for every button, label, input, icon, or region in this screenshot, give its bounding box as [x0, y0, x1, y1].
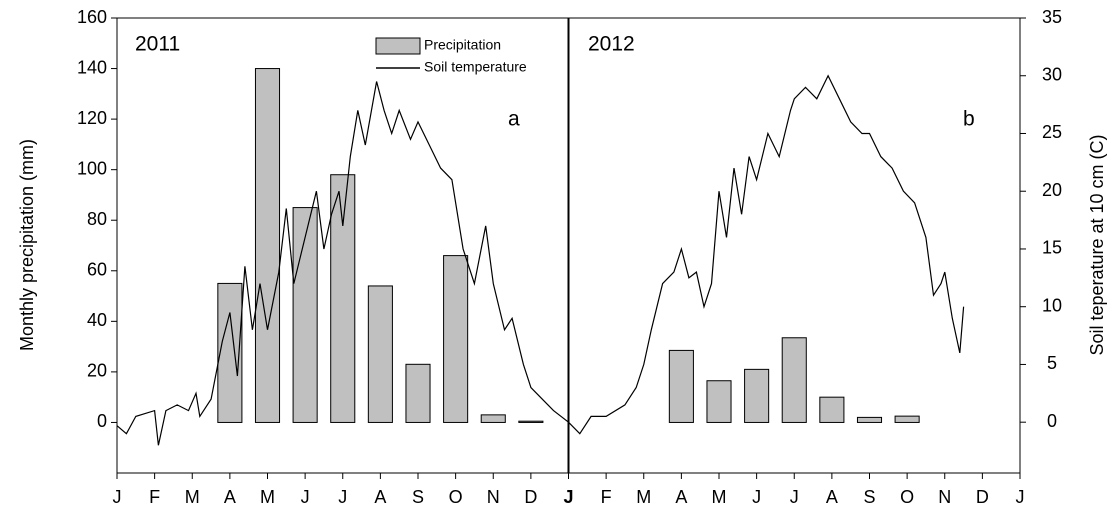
y2-tick-label: 0 — [1047, 411, 1057, 431]
bar — [254, 68, 281, 423]
x-tick-label: A — [374, 487, 386, 507]
x-tick-label: S — [863, 487, 875, 507]
y-tick-label: 60 — [87, 260, 107, 280]
y-tick-label: 160 — [77, 7, 107, 27]
legend: Precipitation Soil temperature — [375, 37, 527, 75]
bar — [819, 396, 845, 423]
x-tick-label: F — [601, 487, 612, 507]
legend-swatch — [375, 37, 421, 55]
y2-tick-label: 10 — [1042, 295, 1062, 315]
legend-label: Precipitation — [424, 37, 501, 53]
x-tick-label: F — [149, 487, 160, 507]
bar — [292, 207, 318, 423]
bar — [781, 337, 807, 423]
y-tick-label: 0 — [97, 411, 107, 431]
x-tick-label: N — [938, 487, 951, 507]
x-tick-label: M — [260, 487, 275, 507]
annotation: 2012 — [588, 33, 635, 56]
bar — [518, 420, 544, 423]
x-tick-label: O — [449, 487, 463, 507]
x-tick-label: D — [524, 487, 537, 507]
y2-tick-label: 35 — [1042, 7, 1062, 27]
x-tick-label: A — [224, 487, 236, 507]
x-tick-label: A — [675, 487, 687, 507]
y-tick-label: 20 — [87, 361, 107, 381]
x-tick-label: M — [185, 487, 200, 507]
x-tick-label: O — [900, 487, 914, 507]
x-tick-label: J — [752, 487, 761, 507]
annotation: a — [508, 108, 520, 131]
x-tick-label: M — [636, 487, 651, 507]
y-tick-label: 120 — [77, 108, 107, 128]
y2-tick-label: 25 — [1042, 122, 1062, 142]
x-tick-label: A — [826, 487, 838, 507]
bar — [744, 368, 770, 423]
x-tick-label: J — [1016, 487, 1025, 507]
x-tick-label: J — [113, 487, 122, 507]
bar — [367, 285, 393, 423]
x-tick-label: J — [338, 487, 347, 507]
bar — [856, 416, 883, 423]
bar — [330, 174, 356, 423]
bar — [217, 282, 243, 423]
y2-tick-label: 15 — [1042, 238, 1062, 258]
legend-label: Soil temperature — [424, 59, 527, 75]
y-tick-label: 80 — [87, 209, 107, 229]
x-tick-label: N — [487, 487, 500, 507]
y2-tick-label: 20 — [1042, 180, 1062, 200]
annotation: b — [963, 108, 975, 131]
annotation: 2011 — [135, 33, 180, 56]
y2-tick-label: 5 — [1047, 353, 1057, 373]
x-tick-label: M — [712, 487, 727, 507]
y-tick-label: 40 — [87, 310, 107, 330]
x-tick-label: J — [301, 487, 310, 507]
bar — [405, 363, 431, 423]
y-axis-title: Monthly precipitation (mm) — [17, 139, 37, 351]
x-tick-label: J — [563, 487, 573, 507]
bar — [894, 415, 920, 423]
x-tick-label: S — [412, 487, 424, 507]
y-tick-label: 100 — [77, 158, 107, 178]
y2-axis-title: Soil teperature at 10 cm (C) — [1087, 134, 1107, 355]
y-tick-label: 140 — [77, 57, 107, 77]
bar — [443, 255, 469, 423]
soil-temperature-line — [116, 74, 965, 446]
x-tick-label: J — [790, 487, 799, 507]
x-tick-label: D — [976, 487, 989, 507]
bar — [480, 414, 506, 423]
y2-tick-label: 30 — [1042, 64, 1062, 84]
bar — [706, 380, 732, 423]
bar — [668, 349, 694, 423]
